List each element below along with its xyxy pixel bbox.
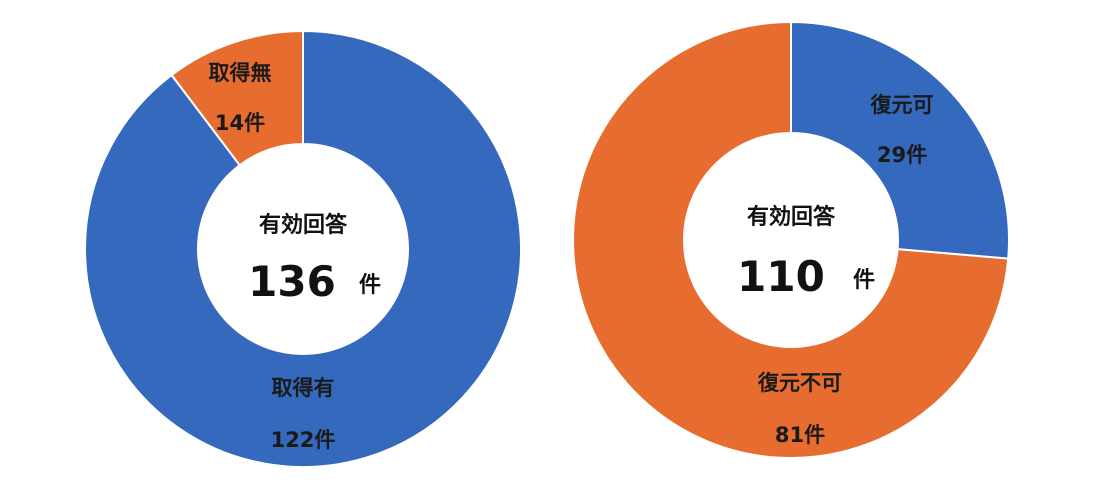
- slice-label: 取得有: [272, 376, 335, 400]
- center-total: 110: [737, 252, 825, 301]
- slice-value-label: 14件: [215, 111, 265, 135]
- center-unit: 件: [359, 273, 381, 298]
- pie-slice: [572, 20, 1010, 459]
- center-unit: 件: [853, 268, 875, 293]
- slice-value-label: 29件: [877, 143, 927, 167]
- center-title: 有効回答: [259, 212, 348, 238]
- pie-slice: [170, 29, 304, 167]
- slice-value-label: 122件: [271, 428, 336, 452]
- slice-label: 復元可: [870, 93, 934, 117]
- pie-slice: [84, 29, 522, 468]
- pie-slice: [790, 20, 1010, 260]
- slice-label: 取得無: [209, 61, 272, 85]
- slice-value-label: 81件: [775, 423, 825, 447]
- center-total: 136: [248, 257, 336, 306]
- slice-label: 復元不可: [757, 371, 842, 395]
- center-title: 有効回答: [747, 204, 836, 230]
